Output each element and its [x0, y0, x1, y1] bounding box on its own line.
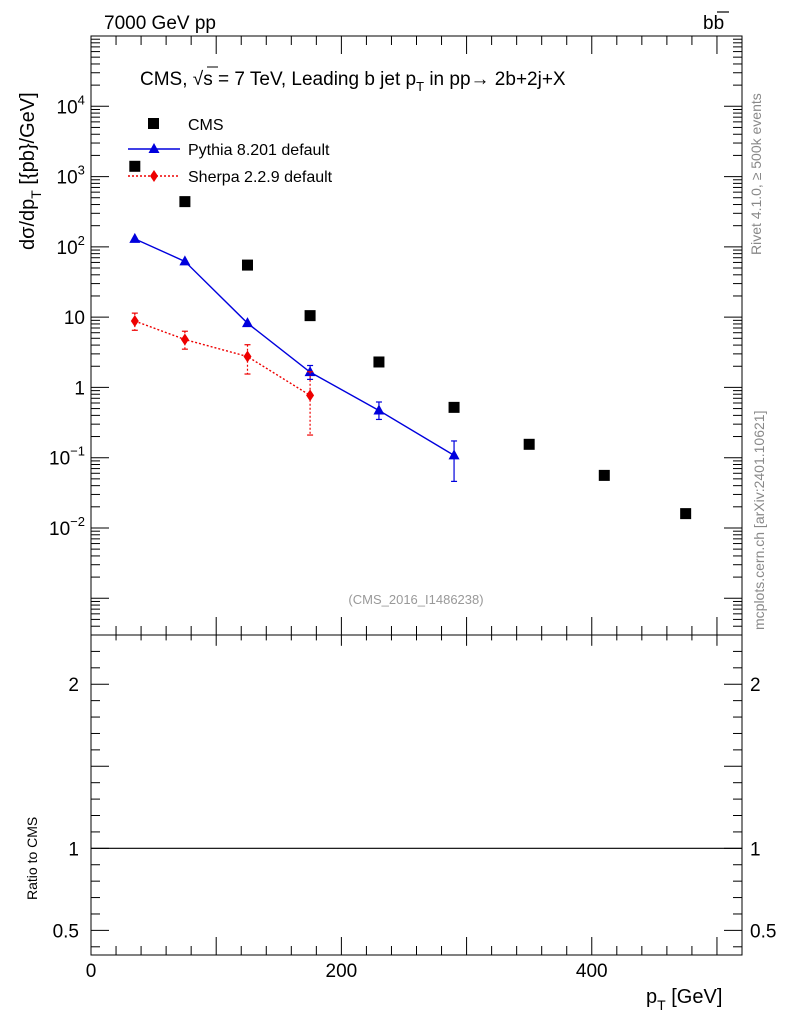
legend-label-pythia: Pythia 8.201 default [188, 142, 330, 159]
y-tick-label: 104 [57, 92, 85, 118]
cms-point [304, 310, 316, 322]
x-tick-label: 200 [326, 961, 358, 982]
ratio-tick-label-right: 1 [750, 839, 761, 860]
sherpa-line [134, 320, 311, 396]
ratio-tick-label: 0.5 [53, 921, 79, 942]
legend-marker-pythia [148, 143, 160, 153]
sherpa-point [130, 315, 139, 328]
y-tick-label: 10 [64, 308, 85, 329]
legend-label-cms: CMS [188, 117, 224, 134]
pythia-point [448, 449, 460, 460]
plot-title: CMS, √s = 7 TeV, Leading b jet pT in pp→… [140, 69, 566, 94]
sherpa-point [180, 333, 189, 346]
y-tick-label: 10−2 [49, 514, 85, 540]
ratio-y-axis-label: Ratio to CMS [24, 817, 40, 900]
y-tick-label: 103 [57, 163, 85, 189]
side-label-mcplots: mcplots.cern.ch [arXiv:2401.10621] [751, 411, 767, 630]
axis-ticks: 10−2 10−1 1 10 102 103 104 0 200 400 0.5 0.5 1 1 2 2 [49, 35, 776, 982]
sherpa-point [306, 389, 315, 402]
legend-marker-sherpa [150, 170, 158, 182]
y-axis-label: dσ/dpT [{pb}/GeV] [17, 92, 44, 250]
header-left: 7000 GeV pp [104, 13, 216, 34]
cms-point [179, 196, 191, 208]
pythia-point [179, 255, 191, 266]
ratio-tick-label-right: 0.5 [750, 921, 776, 942]
pythia-point [304, 366, 316, 377]
y-tick-label: 1 [74, 378, 85, 399]
cms-point [523, 438, 535, 450]
x-tick-label: 0 [86, 961, 97, 982]
cms-point [241, 259, 253, 271]
pythia-line [134, 238, 455, 456]
side-label-rivet: Rivet 4.1.0, ≥ 500k events [748, 93, 764, 255]
pythia-point [373, 404, 385, 415]
pythia-point [241, 317, 253, 328]
cms-point [598, 469, 610, 481]
x-axis-label: pT [GeV] [646, 986, 722, 1013]
analysis-watermark: (CMS_2016_I1486238) [348, 592, 483, 607]
ratio-plot-frame [90, 634, 743, 956]
cms-point [129, 160, 141, 172]
ratio-tick-label: 2 [68, 675, 79, 696]
pythia-point [129, 232, 141, 243]
data-marks [91, 160, 742, 849]
y-tick-label: 10−1 [49, 444, 85, 470]
y-tick-label: 102 [57, 233, 85, 259]
header-right: bb [703, 13, 724, 34]
ratio-tick-label: 1 [68, 839, 79, 860]
legend-marker-cms [148, 118, 159, 129]
sherpa-point [243, 350, 252, 363]
legend-label-sherpa: Sherpa 2.2.9 default [188, 169, 333, 186]
x-tick-label: 400 [576, 961, 608, 982]
ratio-tick-label-right: 2 [750, 675, 761, 696]
cms-point [448, 401, 460, 413]
cms-point [373, 356, 385, 368]
cms-point [680, 508, 692, 520]
